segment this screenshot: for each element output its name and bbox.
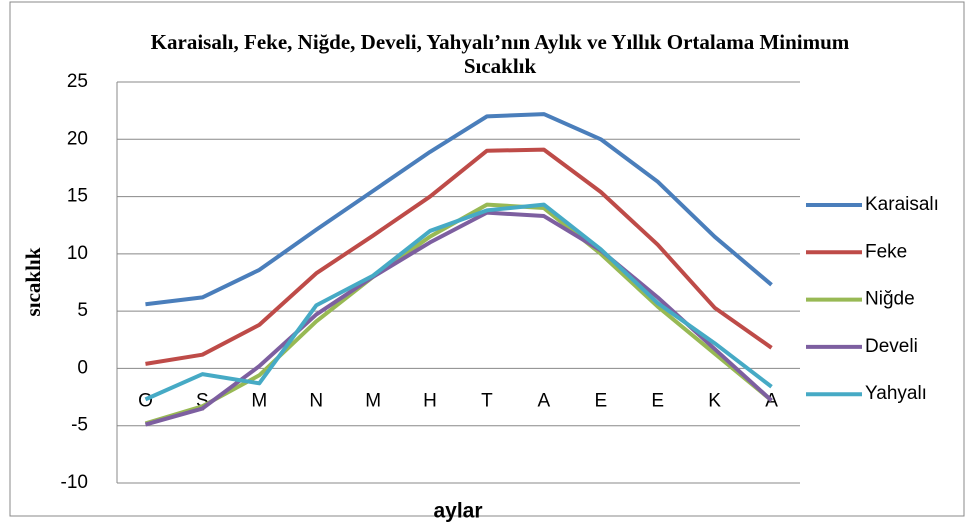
y-tick-label: -5 <box>71 415 88 436</box>
chart-border <box>9 1 965 517</box>
y-tick-label: 25 <box>67 71 88 92</box>
chart-title: Karaisalı, Feke, Niğde, Develi, Yahyalı’… <box>150 30 850 78</box>
y-tick-label: 10 <box>67 243 88 264</box>
y-tick-label: 20 <box>67 128 88 149</box>
x-tick-label: M <box>365 390 381 411</box>
x-tick-label: H <box>423 390 437 411</box>
legend-label: Yahyalı <box>865 383 927 404</box>
legend-label: Feke <box>865 241 907 262</box>
x-tick-label: A <box>538 390 551 411</box>
data-line <box>145 147 773 366</box>
y-tick-label: -10 <box>61 472 88 493</box>
x-tick-label: E <box>651 390 664 411</box>
x-tick-label: O <box>138 390 153 411</box>
y-tick-label: 5 <box>77 300 88 321</box>
x-tick-label: M <box>251 390 267 411</box>
x-axis-label: aylar <box>433 500 482 523</box>
legend-label: Niğde <box>865 289 915 310</box>
data-line <box>144 202 773 402</box>
y-tick-label: 15 <box>67 186 88 207</box>
x-tick-label: E <box>594 390 607 411</box>
x-tick-label: T <box>481 390 493 411</box>
y-tick-label: 0 <box>77 357 88 378</box>
x-tick-label: K <box>708 390 721 411</box>
data-line <box>145 112 773 307</box>
legend-label: Karaisalı <box>865 194 939 215</box>
x-tick-label: A <box>765 390 778 411</box>
legend-label: Develi <box>865 336 918 357</box>
data-line <box>144 210 773 427</box>
x-tick-label: N <box>309 390 323 411</box>
y-axis-label: sıcaklık <box>21 247 45 316</box>
